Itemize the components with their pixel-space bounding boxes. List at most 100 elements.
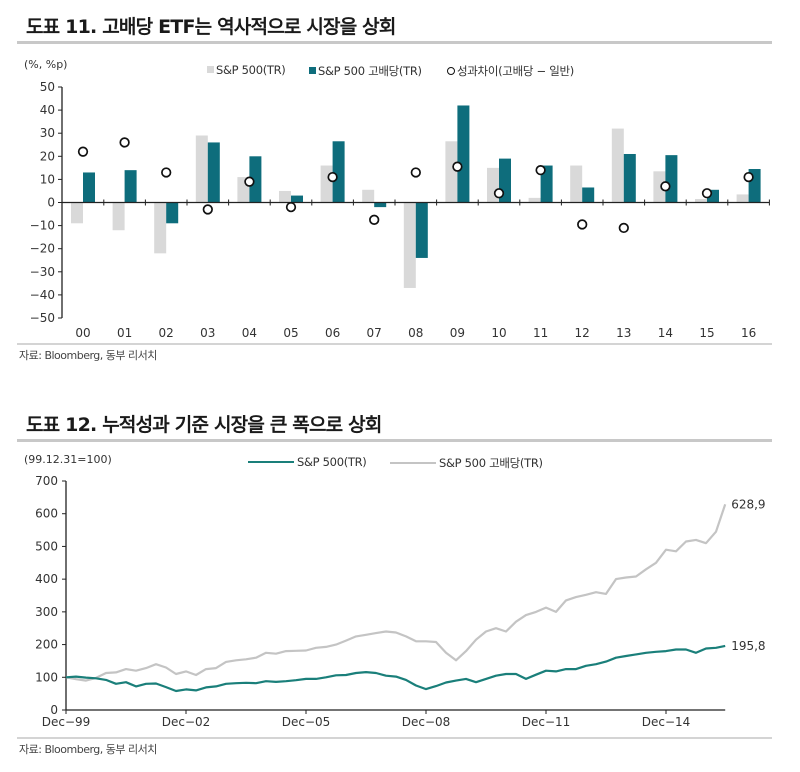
x-tick-label: 14 xyxy=(658,326,673,340)
point-performance-gap xyxy=(493,188,505,199)
legend-line-high-dividend: S&P 500 고배당(TR) xyxy=(390,455,543,471)
x-tick-label: 15 xyxy=(699,326,714,340)
bar-sp500 xyxy=(154,202,167,254)
y-tick-label: 400 xyxy=(35,572,58,586)
legend-performance-gap: 성과차이(고배당 − 일반) xyxy=(447,63,574,79)
y-tick-label: 10 xyxy=(40,172,55,186)
point-performance-gap xyxy=(660,181,671,192)
x-tick-label: Dec−99 xyxy=(42,715,91,729)
x-tick-label: Dec−14 xyxy=(642,715,691,729)
bar-sp500 xyxy=(570,165,583,203)
bar-sp500 xyxy=(653,171,666,203)
x-tick-label: Dec−08 xyxy=(402,715,451,729)
x-tick-label: 00 xyxy=(75,326,90,340)
bar-sp500 xyxy=(362,189,375,203)
point-performance-gap xyxy=(743,171,754,183)
point-performance-gap xyxy=(577,219,588,230)
bar-sp500 xyxy=(611,128,624,203)
point-performance-gap xyxy=(327,171,338,183)
bar-high-dividend xyxy=(249,156,262,203)
y-tick-label: 20 xyxy=(40,149,55,163)
x-tick-label: Dec−05 xyxy=(282,715,331,729)
figure2-line-chart: 0 100 200 300 400 500 600 700 Dec−99 Dec−02 Dec−05… xyxy=(35,474,765,729)
y-tick-label: 50 xyxy=(40,80,55,94)
y-tick-label: 600 xyxy=(35,507,58,521)
y-tick-label: 100 xyxy=(35,670,58,684)
x-tick-label: 16 xyxy=(741,326,756,340)
bar-high-dividend xyxy=(166,202,179,224)
point-performance-gap xyxy=(161,167,172,178)
x-tick-label: 13 xyxy=(616,326,631,340)
y-tick-label: −20 xyxy=(30,242,55,256)
x-tick-label: 09 xyxy=(450,326,465,340)
figure1-source: 자료: Bloomberg, 동부 리서치 xyxy=(19,349,157,362)
legend-sp500: S&P 500(TR) xyxy=(207,63,286,77)
x-tick-label: 11 xyxy=(533,326,548,340)
bar-sp500 xyxy=(736,194,749,203)
bar-sp500 xyxy=(695,199,707,203)
figure2-bottom-rule xyxy=(17,737,772,739)
legend-high-dividend-swatch xyxy=(309,67,316,74)
point-performance-gap xyxy=(244,176,255,187)
legend-high-dividend-label: S&P 500 고배당(TR) xyxy=(318,64,422,78)
bar-high-dividend xyxy=(457,105,470,203)
bar-high-dividend xyxy=(83,172,95,203)
figure1-title: 도표 11. 고배당 ETF는 역사적으로 시장을 상회 xyxy=(26,16,396,38)
x-tick-label: Dec−11 xyxy=(522,715,571,729)
bar-high-dividend xyxy=(582,187,595,203)
figure2-unit-label: (99.12.31=100) xyxy=(24,453,112,466)
x-tick-label: 05 xyxy=(283,326,298,340)
point-performance-gap xyxy=(369,214,380,225)
figure2-title: 도표 12. 누적성과 기준 시장을 큰 폭으로 상회 xyxy=(26,414,382,436)
y-tick-label: 0 xyxy=(47,196,55,210)
x-tick-label: 03 xyxy=(200,326,215,340)
x-tick-label: 04 xyxy=(242,326,257,340)
bar-sp500 xyxy=(528,197,541,203)
legend-sp500-label: S&P 500(TR) xyxy=(216,63,286,77)
bar-sp500 xyxy=(403,202,416,288)
figure1-unit-label: (%, %p) xyxy=(24,58,68,71)
bar-sp500 xyxy=(195,135,208,203)
figure2-source: 자료: Bloomberg, 동부 리서치 xyxy=(19,743,157,756)
figure1-bottom-rule xyxy=(17,343,772,345)
legend-sp500-swatch xyxy=(207,66,214,73)
point-performance-gap xyxy=(452,161,463,172)
bar-sp500 xyxy=(445,141,458,203)
bar-sp500 xyxy=(112,202,125,231)
point-performance-gap xyxy=(535,165,546,176)
bar-high-dividend xyxy=(291,195,303,203)
x-tick-label: 02 xyxy=(159,326,174,340)
point-performance-gap xyxy=(410,167,421,178)
bar-sp500 xyxy=(320,165,333,203)
x-tick-label: 07 xyxy=(367,326,382,340)
bar-high-dividend xyxy=(374,202,387,208)
legend-line-high-dividend-swatch xyxy=(390,462,436,464)
bar-high-dividend xyxy=(540,165,553,203)
legend-line-sp500-swatch xyxy=(248,461,294,463)
bar-high-dividend xyxy=(415,202,428,258)
legend-high-dividend: S&P 500 고배당(TR) xyxy=(309,63,422,79)
bar-high-dividend xyxy=(665,155,678,203)
point-performance-gap xyxy=(119,137,130,148)
y-tick-label: 300 xyxy=(35,605,58,619)
legend-performance-gap-marker xyxy=(447,67,455,75)
y-tick-label: 0 xyxy=(50,703,58,717)
y-tick-label: 700 xyxy=(35,474,58,488)
line-high-dividend xyxy=(65,503,727,682)
x-tick-label: 01 xyxy=(117,326,132,340)
x-tick-label: 06 xyxy=(325,326,340,340)
y-tick-label: 500 xyxy=(35,539,58,553)
bar-high-dividend xyxy=(207,142,220,203)
y-tick-label: −40 xyxy=(30,288,55,302)
x-tick-label: Dec−02 xyxy=(162,715,211,729)
bar-high-dividend xyxy=(332,141,345,203)
bar-high-dividend xyxy=(124,170,137,203)
y-tick-label: 40 xyxy=(40,103,55,117)
y-tick-label: −10 xyxy=(30,219,55,233)
x-tick-label: 10 xyxy=(491,326,506,340)
x-tick-label: 08 xyxy=(408,326,423,340)
figure1-title-rule xyxy=(17,41,772,44)
legend-performance-gap-label: 성과차이(고배당 − 일반) xyxy=(457,64,574,78)
point-performance-gap xyxy=(618,222,629,234)
point-performance-gap xyxy=(701,188,713,199)
